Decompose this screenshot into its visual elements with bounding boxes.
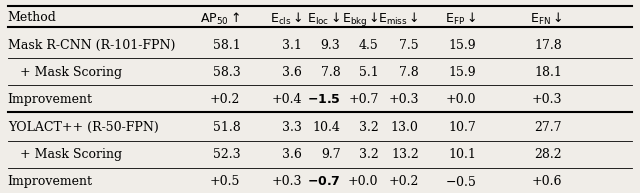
Text: +0.6: +0.6 bbox=[532, 175, 562, 188]
Text: Method: Method bbox=[8, 11, 56, 24]
Text: +0.3: +0.3 bbox=[532, 93, 562, 106]
Text: 9.3: 9.3 bbox=[321, 39, 340, 52]
Text: $\mathrm{E}_{\mathrm{bkg}}{\downarrow}$: $\mathrm{E}_{\mathrm{bkg}}{\downarrow}$ bbox=[342, 11, 379, 29]
Text: Mask R-CNN (R-101-FPN): Mask R-CNN (R-101-FPN) bbox=[8, 39, 175, 52]
Text: 13.0: 13.0 bbox=[391, 121, 419, 134]
Text: 3.2: 3.2 bbox=[359, 148, 379, 161]
Text: 7.8: 7.8 bbox=[321, 66, 340, 79]
Text: +0.4: +0.4 bbox=[271, 93, 302, 106]
Text: 28.2: 28.2 bbox=[534, 148, 562, 161]
Text: $\mathrm{E}_{\mathrm{loc}}{\downarrow}$: $\mathrm{E}_{\mathrm{loc}}{\downarrow}$ bbox=[307, 11, 340, 27]
Text: 9.7: 9.7 bbox=[321, 148, 340, 161]
Text: +0.2: +0.2 bbox=[210, 93, 241, 106]
Text: $\mathrm{AP}_{50}{\uparrow}$: $\mathrm{AP}_{50}{\uparrow}$ bbox=[200, 11, 241, 27]
Text: $-$0.5: $-$0.5 bbox=[445, 175, 476, 189]
Text: $\mathrm{E}_{\mathrm{FP}}{\downarrow}$: $\mathrm{E}_{\mathrm{FP}}{\downarrow}$ bbox=[445, 11, 476, 27]
Text: +0.3: +0.3 bbox=[271, 175, 302, 188]
Text: 27.7: 27.7 bbox=[534, 121, 562, 134]
Text: +0.0: +0.0 bbox=[445, 93, 476, 106]
Text: +0.3: +0.3 bbox=[388, 93, 419, 106]
Text: $\mathrm{E}_{\mathrm{FN}}{\downarrow}$: $\mathrm{E}_{\mathrm{FN}}{\downarrow}$ bbox=[530, 11, 562, 27]
Text: Improvement: Improvement bbox=[8, 93, 93, 106]
Text: 51.8: 51.8 bbox=[212, 121, 241, 134]
Text: +0.5: +0.5 bbox=[210, 175, 241, 188]
Text: 10.7: 10.7 bbox=[449, 121, 476, 134]
Text: $\mathbf{-1.5}$: $\mathbf{-1.5}$ bbox=[307, 93, 340, 106]
Text: 10.1: 10.1 bbox=[448, 148, 476, 161]
Text: 3.2: 3.2 bbox=[359, 121, 379, 134]
Text: $\mathrm{E}_{\mathrm{cls}}{\downarrow}$: $\mathrm{E}_{\mathrm{cls}}{\downarrow}$ bbox=[269, 11, 302, 27]
Text: 3.3: 3.3 bbox=[282, 121, 302, 134]
Text: 5.1: 5.1 bbox=[359, 66, 379, 79]
Text: 7.8: 7.8 bbox=[399, 66, 419, 79]
Text: 58.1: 58.1 bbox=[212, 39, 241, 52]
Text: 3.1: 3.1 bbox=[282, 39, 302, 52]
Text: +0.0: +0.0 bbox=[348, 175, 379, 188]
Text: 4.5: 4.5 bbox=[359, 39, 379, 52]
Text: 3.6: 3.6 bbox=[282, 66, 302, 79]
Text: 17.8: 17.8 bbox=[534, 39, 562, 52]
Text: 15.9: 15.9 bbox=[449, 66, 476, 79]
Text: YOLACT++ (R-50-FPN): YOLACT++ (R-50-FPN) bbox=[8, 121, 159, 134]
Text: 15.9: 15.9 bbox=[449, 39, 476, 52]
Text: 10.4: 10.4 bbox=[312, 121, 340, 134]
Text: + Mask Scoring: + Mask Scoring bbox=[8, 148, 122, 161]
Text: Improvement: Improvement bbox=[8, 175, 93, 188]
Text: 3.6: 3.6 bbox=[282, 148, 302, 161]
Text: 18.1: 18.1 bbox=[534, 66, 562, 79]
Text: 7.5: 7.5 bbox=[399, 39, 419, 52]
Text: 13.2: 13.2 bbox=[391, 148, 419, 161]
Text: 58.3: 58.3 bbox=[212, 66, 241, 79]
Text: $\mathrm{E}_{\mathrm{miss}}{\downarrow}$: $\mathrm{E}_{\mathrm{miss}}{\downarrow}$ bbox=[378, 11, 419, 27]
Text: +0.7: +0.7 bbox=[348, 93, 379, 106]
Text: + Mask Scoring: + Mask Scoring bbox=[8, 66, 122, 79]
Text: 52.3: 52.3 bbox=[212, 148, 241, 161]
Text: +0.2: +0.2 bbox=[388, 175, 419, 188]
Text: $\mathbf{-0.7}$: $\mathbf{-0.7}$ bbox=[307, 175, 340, 188]
